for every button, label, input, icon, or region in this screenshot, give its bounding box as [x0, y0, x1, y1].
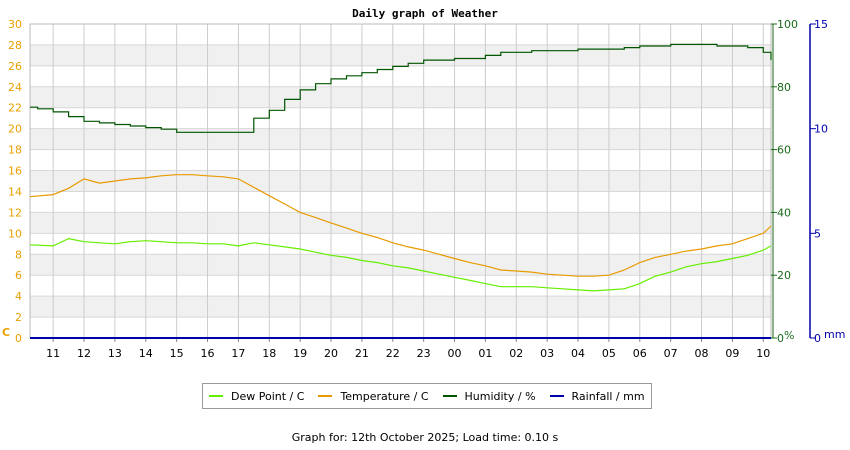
left-axis-tick-label: 2 — [15, 311, 22, 324]
plot-band — [30, 275, 771, 297]
left-axis-tick-label: 24 — [8, 81, 22, 94]
tick-labels: 11 12 13 14 15 16 17 18 19 20 21 22 23 00 01 02 03 04 05 06… — [2, 18, 845, 360]
plot-band — [30, 65, 771, 87]
right-axis-rainfall-tick-label: 5 — [814, 227, 821, 240]
plot-band — [30, 149, 771, 171]
legend-label: Rainfall / mm — [571, 389, 645, 403]
plot-band — [30, 107, 771, 129]
legend-label: Humidity / % — [464, 389, 536, 403]
right-axis-humidity-tick-label: 0 — [777, 332, 784, 345]
x-tick-label: 00 — [448, 347, 462, 360]
x-tick-label: 16 — [201, 347, 215, 360]
left-axis-tick-label: 10 — [8, 227, 22, 240]
x-tick-label: 17 — [231, 347, 245, 360]
right-axis-humidity-tick-label: 100 — [777, 18, 798, 31]
legend-swatch — [209, 395, 223, 397]
x-tick-label: 21 — [355, 347, 369, 360]
x-tick-label: 14 — [139, 347, 153, 360]
x-tick-label: 19 — [293, 347, 307, 360]
right-axis-humidity-tick-label: 60 — [777, 144, 791, 157]
plot-band — [30, 233, 771, 255]
right-axis-rainfall-tick-label: 10 — [814, 123, 828, 136]
chart-title: Daily graph of Weather — [352, 7, 498, 20]
chart-legend: Dew Point / C Temperature / C Humidity / %… — [202, 383, 652, 409]
left-axis-tick-label: 28 — [8, 39, 22, 52]
right-axis-humidity-tick-label: 80 — [777, 81, 791, 94]
plot-band — [30, 191, 771, 213]
x-tick-label: 03 — [540, 347, 554, 360]
x-tick-label: 07 — [664, 347, 678, 360]
legend-label: Temperature / C — [340, 389, 429, 403]
series-line-dew-point-c — [29, 237, 772, 292]
x-tick-label: 20 — [324, 347, 338, 360]
x-tick-label: 09 — [725, 347, 739, 360]
series-lines — [29, 43, 772, 339]
x-tick-label: 23 — [417, 347, 431, 360]
plot-band — [30, 44, 771, 66]
plot-band — [30, 24, 771, 45]
left-axis-tick-label: 8 — [15, 248, 22, 261]
right-axis-rainfall-unit: mm — [824, 328, 845, 341]
x-tick-label: 12 — [77, 347, 91, 360]
left-axis-tick-label: 12 — [8, 206, 22, 219]
plot-grid — [30, 23, 771, 339]
x-tick-label: 11 — [46, 347, 60, 360]
legend-item: Humidity / % — [442, 389, 536, 403]
plot-band — [30, 86, 771, 108]
right-axis-humidity-unit: % — [784, 329, 794, 342]
left-axis-unit: C — [2, 326, 10, 339]
right-axis-rainfall-tick-label: 0 — [814, 332, 821, 345]
series-line-temperature-c — [29, 174, 772, 277]
left-axis-tick-label: 18 — [8, 144, 22, 157]
x-tick-label: 08 — [695, 347, 709, 360]
left-axis-tick-label: 4 — [15, 290, 22, 303]
left-axis-tick-label: 6 — [15, 269, 22, 282]
legend-swatch — [442, 395, 457, 397]
plot-band — [30, 170, 771, 192]
series-line-humidity — [30, 43, 772, 133]
x-tick-label: 05 — [602, 347, 616, 360]
x-tick-label: 10 — [756, 347, 770, 360]
left-axis-tick-label: 16 — [8, 165, 22, 178]
left-axis-tick-label: 20 — [8, 123, 22, 136]
left-axis-tick-label: 14 — [8, 185, 22, 198]
legend-item: Rainfall / mm — [549, 389, 645, 403]
plot-band — [30, 254, 771, 276]
legend-label: Dew Point / C — [231, 389, 305, 403]
x-tick-label: 22 — [386, 347, 400, 360]
left-axis-tick-label: 0 — [15, 332, 22, 345]
x-tick-label: 13 — [108, 347, 122, 360]
right-axis-rainfall-tick-label: 15 — [814, 18, 828, 31]
left-axis-tick-label: 22 — [8, 102, 22, 115]
x-tick-label: 15 — [170, 347, 184, 360]
legend-swatch — [318, 395, 333, 397]
graph-footer: Graph for: 12th October 2025; Load time:… — [291, 431, 559, 444]
left-axis-tick-label: 30 — [8, 18, 22, 31]
plot-band — [30, 212, 771, 234]
x-tick-label: 04 — [571, 347, 585, 360]
plot-band — [30, 296, 771, 318]
right-axis-humidity-tick-label: 40 — [777, 206, 791, 219]
x-tick-label: 06 — [633, 347, 647, 360]
x-tick-label: 02 — [509, 347, 523, 360]
x-tick-label: 01 — [478, 347, 492, 360]
plot-band — [30, 128, 771, 150]
plot-background — [30, 24, 771, 338]
left-axis-tick-label: 26 — [8, 60, 22, 73]
legend-item: Temperature / C — [318, 389, 429, 403]
x-tick-label: 18 — [262, 347, 276, 360]
right-axis-humidity-tick-label: 20 — [777, 269, 791, 282]
legend-item: Dew Point / C — [209, 390, 304, 403]
plot-band — [30, 317, 771, 338]
legend-swatch — [549, 395, 564, 397]
